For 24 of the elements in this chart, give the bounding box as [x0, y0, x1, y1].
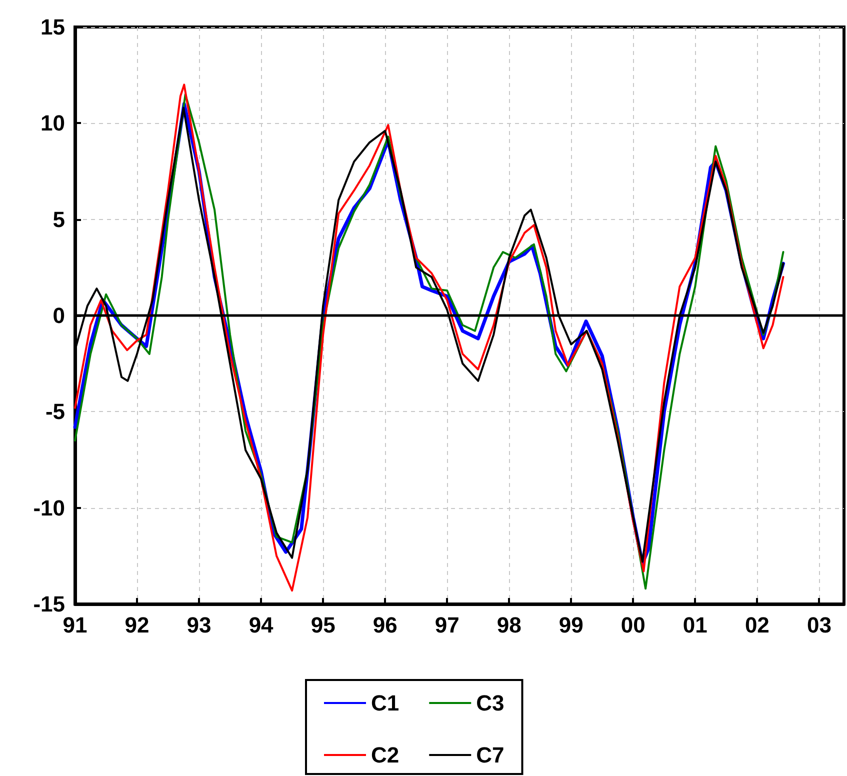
y-tick-label: -5	[45, 399, 65, 424]
x-tick-label: 92	[124, 612, 150, 638]
x-tick-label: 02	[744, 612, 770, 638]
y-tick-label: -15	[33, 592, 65, 616]
legend-label: C1	[371, 690, 400, 716]
x-tick-label: 01	[682, 612, 708, 638]
x-tick-label: 94	[248, 612, 274, 638]
legend-label: C2	[371, 742, 400, 768]
x-tick-label: 97	[434, 612, 460, 638]
y-tick-label: 0	[52, 303, 65, 328]
x-tick-label: 00	[620, 612, 646, 638]
x-tick-label: 96	[372, 612, 398, 638]
x-tick-label: 99	[558, 612, 584, 638]
legend-label: C7	[476, 742, 504, 768]
x-tick-label: 93	[186, 612, 212, 638]
x-tick-label: 91	[62, 612, 88, 638]
y-tick-label: 5	[52, 206, 65, 232]
x-tick-label: 98	[496, 612, 522, 638]
x-tick-label: 95	[310, 612, 336, 638]
x-tick-label: 03	[806, 612, 832, 638]
y-tick-label: 15	[40, 14, 65, 40]
y-tick-label: 10	[40, 110, 65, 136]
y-tick-label: -10	[33, 495, 65, 520]
legend-label: C3	[476, 690, 504, 716]
